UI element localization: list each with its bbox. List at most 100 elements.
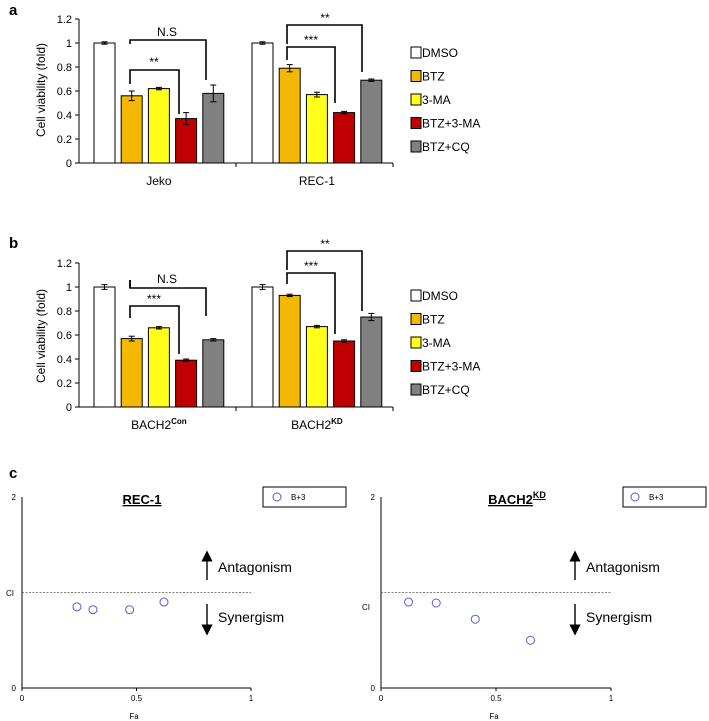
chart-b-significance: N.S *** ** ***	[129, 237, 363, 354]
bar-btz-cq-2	[360, 316, 383, 408]
legend-label-dmso: DMSO	[422, 289, 458, 303]
legend-label-btz: BTZ	[422, 70, 445, 84]
bar-btz-2	[278, 67, 301, 164]
bar-dmso-1	[93, 42, 116, 164]
chart-a-marks	[93, 41, 383, 164]
legend-swatch-btz-cq	[410, 383, 422, 396]
legend-label-btz: BTZ	[422, 313, 445, 327]
chart-b-ylabel: Cell viability (fold)	[34, 289, 48, 383]
legend-swatch-btz	[410, 70, 422, 82]
x-tick-label: 0.5	[131, 694, 143, 703]
panel-label-b: b	[9, 235, 18, 252]
legend-swatch-3-ma	[410, 336, 422, 349]
legend-marker-b3	[272, 492, 282, 502]
chart-a-legend: DMSO BTZ 3-MA BTZ+3-MA BTZ+CQ	[410, 46, 480, 154]
sig-label-b-con: ***	[147, 292, 161, 306]
bar-btz-1	[120, 95, 143, 164]
bar-btz-cq-1	[202, 339, 225, 408]
y-tick-label: 0.4	[57, 110, 72, 122]
data-point	[526, 635, 535, 645]
sig-bracket-b-con	[129, 305, 180, 354]
y-tick-label: 2	[371, 493, 376, 502]
bar-btz-cq-1	[202, 92, 225, 164]
x-category-label: Jeko	[146, 174, 172, 188]
x-tick-label: 0	[20, 694, 25, 703]
y-tick-label: 0.2	[57, 378, 72, 390]
chart-c-bach2kd: BACH2KD 0 0.5 1 0 2 CI Fa B+3 Antagonism Syn…	[362, 486, 707, 721]
sig-bracket-a-ns	[129, 39, 207, 80]
y-tick-label: 0.8	[57, 62, 72, 74]
sig-bracket-b-kd-cq	[286, 250, 363, 311]
y-tick-label: 0.4	[57, 354, 72, 366]
legend-label-b3: B+3	[291, 493, 306, 502]
chart-c2-marks	[404, 597, 535, 645]
bar-btz-cq-2	[360, 79, 383, 164]
y-tick-label: 0.8	[57, 306, 72, 318]
legend-label-dmso: DMSO	[422, 46, 458, 60]
x-tick-label: 1	[609, 694, 614, 703]
chart-c1-legend: B+3	[262, 486, 347, 508]
panel-label-c: c	[9, 465, 17, 482]
sig-label-a-rec-3ma: ***	[304, 33, 318, 47]
legend-swatch-btz-3-ma	[410, 117, 422, 129]
sig-bracket-b-kd-3ma	[286, 272, 336, 334]
bar-btz-3-ma-1	[175, 359, 198, 408]
chart-c1-xlabel: Fa	[129, 712, 139, 721]
x-tick-label: 0	[379, 694, 384, 703]
x-category-name: BACH2	[291, 418, 331, 432]
label-antagonism: Antagonism	[586, 559, 660, 575]
legend-label-b3: B+3	[649, 493, 664, 502]
bar-btz-3-ma-1	[175, 118, 198, 164]
chart-a-axes: 0 0.2 0.4 0.6 0.8 1 1.2 Jeko REC-1	[57, 14, 394, 188]
legend-label-btz-3-ma: BTZ+3-MA	[422, 117, 480, 131]
y-tick-label: 0.2	[57, 134, 72, 146]
legend-label-btz-3-ma: BTZ+3-MA	[422, 360, 480, 374]
legend-label-btz-cq: BTZ+CQ	[422, 383, 470, 397]
chart-c2-axes: 0 0.5 1 0 2	[371, 493, 614, 703]
label-synergism: Synergism	[586, 609, 652, 625]
x-tick-label: 0.5	[490, 694, 502, 703]
data-point	[431, 598, 441, 608]
bar-btz-2	[278, 294, 301, 408]
y-tick-label: 1	[66, 282, 72, 294]
chart-c1-ylabel: CI	[6, 589, 14, 598]
legend-label-btz-cq: BTZ+CQ	[422, 140, 470, 154]
chart-b-legend: DMSO BTZ 3-MA BTZ+3-MA BTZ+CQ	[410, 289, 480, 397]
label-synergism: Synergism	[218, 609, 284, 625]
y-tick-label: 0	[66, 158, 72, 170]
bar-dmso-2	[251, 42, 274, 164]
y-tick-label: 1.2	[57, 14, 72, 26]
bar-dmso-1	[93, 286, 116, 408]
legend-swatch-btz-3-ma	[410, 360, 422, 372]
x-category-superscript: Con	[171, 417, 187, 426]
chart-c2-legend: B+3	[622, 486, 707, 508]
bar-btz-1	[120, 338, 143, 408]
x-tick-label: 1	[249, 694, 254, 703]
chart-c1-axes: 0 0.5 1 0 2	[12, 493, 254, 703]
bar-3-ma-2	[305, 326, 328, 408]
data-point	[125, 605, 135, 615]
chart-c1-title: REC-1	[122, 492, 161, 507]
legend-marker-b3	[630, 492, 640, 502]
sig-label-a-jeko: **	[149, 55, 159, 69]
bar-3-ma-1	[147, 327, 170, 408]
y-tick-label: 1	[66, 38, 72, 50]
bar-btz-3-ma-2	[333, 112, 356, 164]
bar-btz-3-ma-2	[333, 340, 356, 408]
x-category-name: BACH2	[131, 418, 171, 432]
panel-label-a: a	[9, 2, 18, 19]
y-tick-label: 0.6	[57, 86, 72, 98]
data-point	[159, 597, 169, 607]
x-category-name: REC-1	[299, 174, 335, 188]
data-point	[72, 602, 82, 612]
bar-3-ma-2	[305, 94, 328, 164]
x-category-label: REC-1	[299, 174, 335, 188]
x-category-label: BACH2KD	[291, 417, 343, 432]
legend-label-3-ma: 3-MA	[422, 336, 451, 350]
bar-3-ma-1	[147, 88, 170, 164]
chart-a-significance: N.S ** ** ***	[129, 11, 363, 114]
data-point	[470, 614, 480, 624]
legend-swatch-3-ma	[410, 93, 422, 106]
